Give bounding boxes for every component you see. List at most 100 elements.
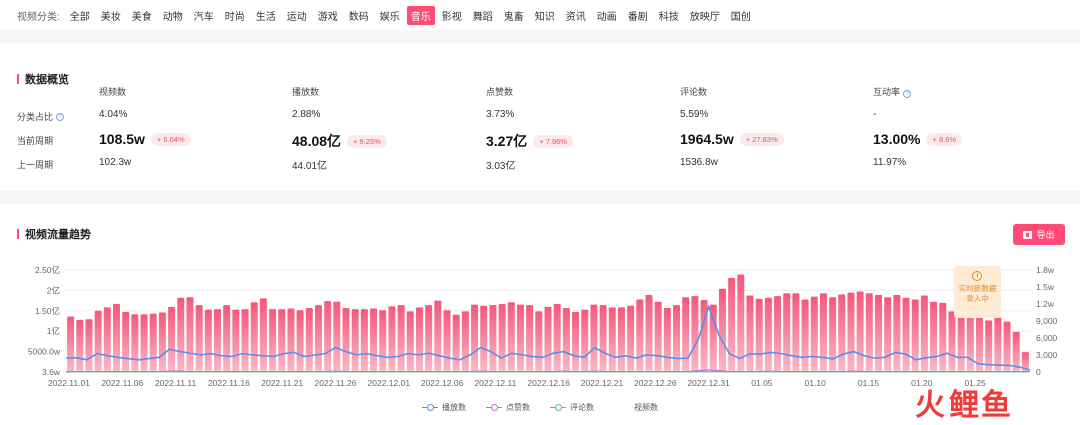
video-count-bar [94, 310, 102, 372]
video-count-bar [250, 302, 258, 372]
realtime-line-2: 录入中 [966, 294, 989, 303]
legend-item[interactable]: 播放数 [422, 402, 466, 413]
metric-current-value: 108.5w [99, 131, 145, 147]
video-count-bar [801, 299, 809, 372]
category-item[interactable]: 科技 [658, 11, 679, 23]
category-item[interactable]: 汽车 [193, 11, 214, 23]
help-icon[interactable]: ? [56, 112, 65, 121]
video-count-bar [764, 297, 772, 372]
metric-previous: 44.01亿 [292, 161, 328, 172]
metric-current-value: 3.27亿 [486, 133, 528, 149]
video-count-bar [737, 274, 745, 372]
video-count-bar [1012, 331, 1020, 372]
right-axis-tick: 0 [1036, 367, 1041, 377]
video-count-bar [939, 302, 947, 372]
video-count-bar [930, 301, 938, 372]
category-filter-bar: 视频分类: 全部 美妆 美食 动物 汽车 时尚 生活 运动 游戏 数码 娱乐 音乐 影视 舞蹈 鬼畜 知识 资讯… [0, 0, 1080, 30]
metric-header-text: 点赞数 [486, 87, 514, 97]
metric-share: 2.88% [292, 109, 321, 120]
video-count-bar [627, 305, 635, 372]
video-count-bar [516, 304, 524, 372]
metric-current: 13.00% + 8.6% [873, 131, 963, 147]
category-item[interactable]: 鬼畜 [503, 11, 524, 23]
video-count-bar [691, 296, 699, 372]
legend-item[interactable]: 视频数 [614, 402, 658, 413]
video-count-bar [755, 298, 763, 372]
category-item[interactable]: 娱乐 [379, 11, 400, 23]
data-overview-panel: 数据概览 分类占比 ? 当前周期 上一周期 视频数 4.04% 108.5w + 6.… [0, 43, 1080, 191]
video-count-bar [544, 306, 552, 372]
video-count-bar [296, 310, 304, 372]
video-count-bar [223, 305, 231, 372]
legend-label: 评论数 [570, 403, 594, 412]
category-item[interactable]: 游戏 [317, 11, 338, 23]
video-count-bar [792, 293, 800, 372]
right-axis-tick: 1.5w [1036, 282, 1055, 292]
row-label-current: 当前周期 [17, 134, 53, 147]
video-count-bar [186, 297, 194, 372]
video-count-bar [131, 314, 139, 372]
video-count-bar [884, 297, 892, 372]
category-item[interactable]: 数码 [348, 11, 369, 23]
metric-current-value: 13.00% [873, 131, 921, 147]
right-axis-tick: 1.2w [1036, 299, 1055, 309]
category-item[interactable]: 美妆 [100, 11, 121, 23]
category-item[interactable]: 全部 [69, 11, 90, 23]
x-axis-tick: 01.25 [964, 378, 986, 388]
video-count-bar [443, 310, 451, 372]
category-item[interactable]: 音乐 [406, 5, 435, 25]
realtime-line-1: 实时新数据 [958, 284, 997, 293]
metric-current: 1964.5w + 27.83% [680, 131, 784, 147]
video-count-bar [810, 296, 818, 372]
category-filter-label: 视频分类: [17, 11, 60, 23]
video-count-bar [168, 306, 176, 372]
video-count-bar [673, 305, 681, 372]
video-count-bar [856, 291, 864, 372]
x-axis-tick: 2022.12.21 [581, 378, 624, 388]
category-item[interactable]: 资讯 [565, 11, 586, 23]
legend-marker [550, 404, 566, 412]
export-button[interactable]: 导出 [1013, 224, 1065, 245]
x-axis-tick: 2022.12.16 [527, 378, 570, 388]
video-count-bar [342, 307, 350, 372]
traffic-trend-chart: 3.6w 5000.0w 1亿 1.50亿 2亿 2.50亿 0 3,000 6,000 9,00… [28, 265, 1058, 388]
row-label-previous-text: 上一周期 [17, 160, 54, 170]
category-item[interactable]: 番剧 [627, 11, 648, 23]
video-count-bar [158, 312, 166, 372]
video-count-bar [728, 277, 736, 372]
legend-item[interactable]: 点赞数 [486, 402, 530, 413]
video-count-bar [140, 314, 148, 372]
legend-item[interactable]: 评论数 [550, 402, 594, 413]
category-item[interactable]: 知识 [534, 11, 555, 23]
metric-share: 4.04% [99, 109, 128, 120]
category-item[interactable]: 动物 [162, 11, 183, 23]
row-label-current-text: 当前周期 [17, 136, 54, 146]
video-count-bar [966, 304, 974, 372]
category-item[interactable]: 美食 [131, 11, 152, 23]
video-count-bar [590, 304, 598, 372]
category-item[interactable]: 运动 [286, 11, 307, 23]
help-icon[interactable]: ? [903, 90, 912, 98]
metric-current-value: 1964.5w [680, 131, 734, 147]
category-item[interactable]: 影视 [441, 11, 462, 23]
x-axis-tick: 2022.11.21 [261, 378, 303, 388]
video-count-bar [581, 309, 589, 372]
video-count-bar [783, 293, 791, 372]
category-item[interactable]: 舞蹈 [472, 11, 493, 23]
video-count-bar [654, 301, 662, 372]
video-count-bar [388, 306, 396, 372]
category-item[interactable]: 国创 [730, 11, 751, 23]
watermark-text: 鲤鱼 [949, 389, 1013, 422]
category-item[interactable]: 生活 [255, 11, 276, 23]
category-item[interactable]: 动画 [596, 11, 617, 23]
category-item[interactable]: 时尚 [224, 11, 245, 23]
video-count-bar [324, 301, 332, 372]
video-count-bar [893, 294, 901, 372]
legend-label: 播放数 [442, 403, 466, 412]
video-count-bar [406, 311, 414, 372]
row-label-share-text: 分类占比 [17, 112, 54, 122]
video-count-bar [351, 309, 359, 372]
category-item[interactable]: 放映厅 [689, 11, 720, 23]
video-count-bar [875, 294, 883, 372]
legend-label: 点赞数 [506, 403, 530, 412]
